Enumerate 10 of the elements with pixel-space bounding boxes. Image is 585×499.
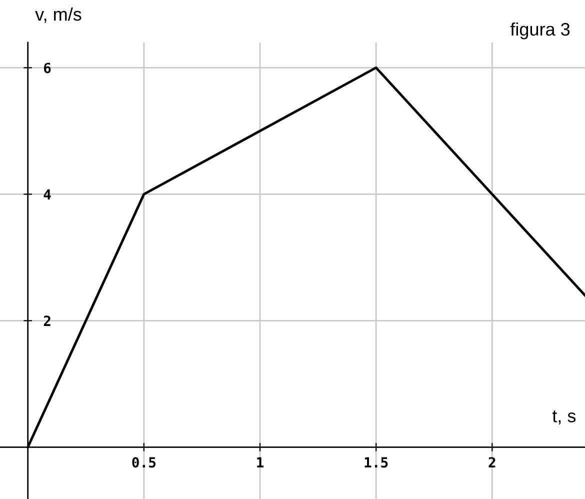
y-axis-title: v, m/s (35, 7, 82, 23)
y-tick-label: 2 (44, 316, 50, 326)
x-tick-label: 1 (257, 457, 264, 468)
text: figura 3 (510, 22, 570, 40)
x-axis-title: t, s (552, 410, 576, 425)
y-tick-label: 6 (44, 62, 51, 74)
y-tick-label: 4 (44, 189, 51, 200)
x-tick-label: 1.5 (364, 457, 388, 468)
x-tick-label: 0.5 (132, 457, 156, 468)
x-tick-label: 2 (488, 457, 496, 468)
